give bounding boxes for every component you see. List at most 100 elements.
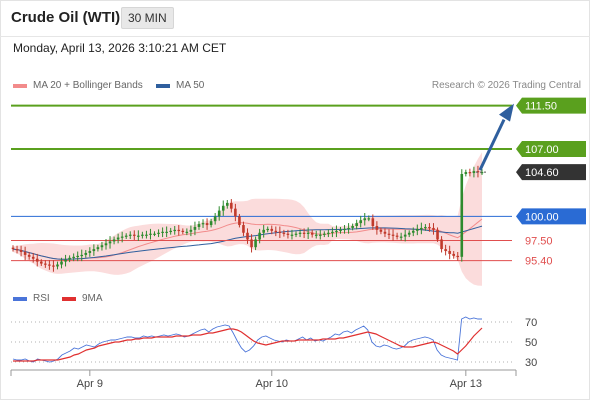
candle-body (343, 228, 346, 231)
candle (270, 225, 274, 235)
candle (327, 229, 330, 238)
candle (282, 229, 286, 237)
level-tag-95.40: 95.40 (525, 256, 553, 268)
candle-body (217, 210, 221, 217)
candle (161, 227, 164, 238)
candle-body (456, 255, 460, 258)
level-tag-104.60: 104.60 (525, 167, 559, 179)
candle-body (246, 232, 249, 240)
candle (290, 229, 294, 240)
level-tag-100.00: 100.00 (525, 211, 559, 223)
candle-body (428, 226, 431, 229)
candle-body (56, 264, 59, 267)
timeframe-button[interactable]: 30 MIN (121, 7, 174, 29)
candle-body (399, 236, 403, 238)
candle (165, 226, 168, 238)
candle-body (448, 251, 451, 254)
candle-body (387, 233, 391, 235)
candle-body (96, 247, 100, 250)
candle-body (440, 239, 443, 250)
candle-body (92, 249, 96, 252)
candle-body (27, 254, 31, 257)
candle-body (11, 247, 15, 250)
candle-body (230, 202, 233, 209)
candle (318, 229, 322, 240)
research-credit: Research © 2026 Trading Central (431, 80, 581, 91)
x-tick-label: Apr 9 (77, 378, 103, 390)
candle (137, 230, 140, 241)
candle (331, 227, 334, 238)
candle (193, 221, 197, 236)
candle (44, 260, 47, 268)
legend-rsi-ma: 9MA (62, 293, 103, 304)
candle-body (181, 230, 185, 233)
candle-body (173, 229, 177, 232)
candle (56, 261, 59, 270)
candle (112, 236, 116, 245)
candle-body (480, 172, 484, 174)
legend-ma20: MA 20 + Bollinger Bands (13, 80, 143, 91)
candle (298, 229, 302, 238)
level-tag-111.50: 111.50 (525, 101, 557, 113)
level-tag-bg-107.00 (516, 140, 586, 157)
level-tags-layer: 111.50 107.00 104.60 100.00 97.50 95.40 (516, 97, 586, 268)
candle (145, 230, 148, 239)
candle-body (124, 235, 128, 237)
candle (35, 253, 39, 267)
level-tag-107.00: 107.00 (525, 144, 559, 156)
candle (262, 225, 265, 238)
candle (343, 225, 346, 234)
legend-ma20-label: MA 20 + Bollinger Bands (33, 80, 143, 91)
candle (395, 232, 399, 240)
candle-body (298, 232, 302, 234)
candle-body (84, 252, 88, 255)
level-tag-bg-100.00 (516, 208, 586, 225)
candle-body (323, 233, 326, 235)
candle-body (310, 232, 314, 235)
candle (217, 206, 221, 221)
candle-body (363, 218, 367, 221)
candle (132, 230, 136, 240)
rsi-ma-swatch (62, 296, 76, 301)
candle-body (468, 172, 472, 174)
candle (104, 239, 108, 250)
candle-body (48, 264, 51, 266)
chart-timestamp: Monday, April 13, 2026 3:10:21 AM CET (13, 41, 227, 55)
rsi-layer: 70 50 30 (11, 316, 537, 369)
candle-body (104, 243, 108, 246)
candle (294, 231, 298, 238)
legend-rsi-ma-label: 9MA (82, 293, 103, 304)
candle-body (383, 231, 387, 234)
candle-body (116, 237, 120, 240)
candle-body (270, 228, 274, 231)
candle-body (274, 230, 278, 233)
candle (108, 236, 112, 249)
level-tag-bg-104.60 (516, 164, 586, 181)
candle (266, 226, 270, 233)
candle-body (339, 229, 342, 232)
candle-body (205, 223, 209, 226)
candle (23, 246, 27, 261)
candle-body (185, 231, 189, 233)
candle-body (436, 229, 439, 240)
level-tag-97.50: 97.50 (525, 235, 553, 247)
candle (383, 228, 387, 238)
rsi-line (12, 316, 482, 363)
candle-body (266, 228, 270, 231)
candle-body (420, 227, 423, 230)
candle (60, 257, 63, 269)
candle-body (371, 218, 375, 226)
candle (124, 233, 128, 239)
candle-body (238, 216, 241, 226)
candle-body (444, 249, 447, 252)
candle (230, 199, 233, 213)
candle (367, 215, 371, 222)
candle-body (60, 261, 63, 265)
candle-body (189, 229, 193, 232)
bollinger-layer (13, 152, 482, 286)
candle (286, 229, 290, 239)
candle-body (286, 233, 290, 235)
candle (258, 228, 261, 244)
instrument-title: Crude Oil (WTI) (11, 9, 121, 26)
candle-body (52, 265, 55, 267)
